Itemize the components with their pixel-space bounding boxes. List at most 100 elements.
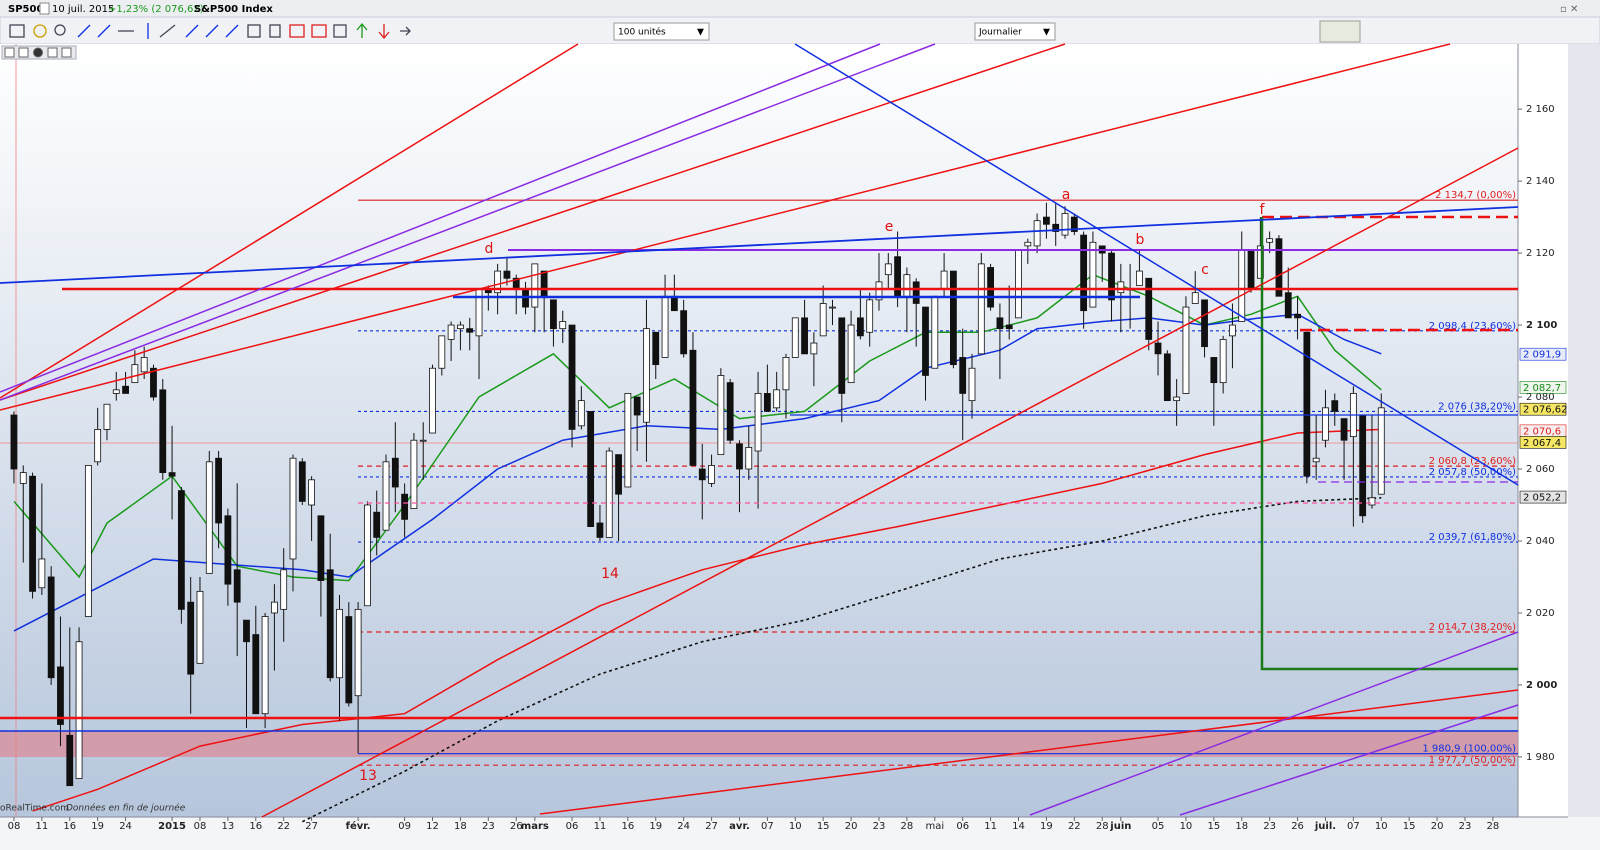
candle-body: [791, 317, 799, 358]
x-tick-label: 07: [1347, 821, 1360, 832]
price-tag-label: 2 070,6: [1523, 426, 1561, 437]
mini-tool[interactable]: [47, 47, 58, 58]
candle-body: [596, 522, 604, 538]
trend-line: [0, 43, 1066, 401]
candle-body: [940, 270, 948, 290]
candle-body: [894, 256, 901, 297]
candle-body: [140, 357, 148, 373]
fib-label: 2 039,7 (61,80%): [1429, 532, 1516, 543]
period-select[interactable]: [974, 22, 1056, 41]
trend-line: [1029, 631, 1519, 816]
tool-fan[interactable]: [205, 24, 219, 38]
fib-label: 2 014,7 (38,20%): [1429, 622, 1516, 633]
x-tick-label: 2015: [158, 821, 186, 832]
candle-body: [847, 324, 855, 384]
chart-style-button[interactable]: [1319, 20, 1361, 43]
x-tick-label: 08: [194, 821, 207, 832]
x-tick-label: 12: [426, 821, 439, 832]
candle-body: [57, 666, 64, 725]
tool-next[interactable]: [400, 26, 411, 36]
mini-tool[interactable]: [18, 47, 29, 58]
candle-body: [401, 493, 409, 520]
candle-body: [1145, 277, 1153, 340]
candle-body: [1024, 241, 1032, 247]
candle-body: [1256, 245, 1264, 279]
tool-zoom[interactable]: [54, 24, 66, 36]
candle-body: [875, 281, 883, 301]
wave-label: b: [1136, 232, 1145, 248]
tool-tools[interactable]: [247, 24, 261, 38]
window-controls[interactable]: ▫ ✕: [1560, 4, 1578, 15]
trend-line: [0, 43, 881, 393]
period-value: Journalier: [978, 28, 1022, 38]
tool-buy[interactable]: [356, 22, 368, 38]
tool-channel[interactable]: [159, 24, 176, 38]
candle-body: [1219, 339, 1227, 384]
tool-delete[interactable]: [269, 24, 281, 38]
x-tick-label: 18: [454, 821, 467, 832]
price-tag: [1519, 436, 1567, 449]
candle-body: [931, 295, 939, 369]
y-tick-label: 2 160: [1526, 104, 1555, 115]
y-tick-label: 1 980: [1526, 752, 1555, 763]
candle-body: [243, 619, 250, 643]
candle-body: [1303, 331, 1311, 477]
tool-parallel[interactable]: [185, 24, 199, 38]
candle-body: [224, 515, 232, 585]
candle-body: [1154, 342, 1162, 355]
candle-body: [689, 349, 697, 466]
measure-box: [1260, 217, 1518, 671]
candle-body: [438, 335, 446, 369]
candle-body: [298, 461, 306, 502]
tool-fibo-fan[interactable]: [311, 24, 327, 38]
candle-body: [410, 439, 418, 509]
symbol: SP500: [8, 4, 43, 15]
data-note: Données en fin de journée: [66, 803, 186, 814]
candle-body: [1275, 238, 1283, 297]
candle-body: [84, 465, 92, 617]
candle-body: [364, 504, 371, 607]
x-tick-label: juil.: [1314, 821, 1336, 832]
candle-body: [1331, 400, 1339, 412]
moving-average: [32, 428, 1382, 812]
candle-body: [457, 324, 464, 330]
mini-tool[interactable]: [61, 47, 72, 58]
axis-layer: 2 160 2 140 2 120 2 100 2 080 2 060 2 040 2 020…: [8, 104, 1568, 832]
tool-line[interactable]: [77, 24, 91, 38]
x-tick-label: 15: [1207, 821, 1220, 832]
candle-body: [177, 490, 185, 610]
candle-body: [912, 281, 920, 304]
candle-body: [19, 472, 27, 484]
x-tick-label: 23: [482, 821, 495, 832]
tool-text[interactable]: [333, 24, 347, 38]
mini-tool[interactable]: [33, 47, 43, 58]
candle-body: [1163, 353, 1171, 402]
y-tick-label: 2 080: [1526, 392, 1555, 403]
candle-body: [838, 317, 846, 394]
info-icon[interactable]: [39, 2, 50, 15]
tool-regression[interactable]: [225, 24, 239, 38]
mini-tool[interactable]: [4, 47, 15, 58]
candle-body: [391, 457, 399, 488]
mini-tools: [4, 47, 72, 58]
drawings-layer: a b c d e f 13 14: [0, 43, 1519, 818]
wave-label: c: [1201, 262, 1209, 278]
tool-sell[interactable]: [378, 24, 390, 40]
candle-body: [708, 465, 715, 484]
candle-body: [1201, 299, 1208, 348]
candle-body: [782, 357, 790, 391]
tool-fibo[interactable]: [289, 24, 305, 38]
candle-body: [773, 389, 781, 409]
tool-ray[interactable]: [97, 24, 111, 38]
candle-body: [1359, 414, 1367, 517]
tool-ruler[interactable]: [9, 24, 25, 38]
fib-label: 1 980,9 (100,00%): [1422, 744, 1516, 755]
candle-body: [345, 616, 353, 704]
quantity-select[interactable]: [613, 22, 710, 41]
dropdown-arrow: ▼: [697, 28, 704, 38]
candle-body: [112, 389, 120, 394]
y-tick-label: 2 060: [1526, 464, 1555, 475]
candle-body: [661, 295, 669, 358]
tool-alert[interactable]: [33, 24, 47, 38]
trend-line: [794, 43, 1519, 486]
